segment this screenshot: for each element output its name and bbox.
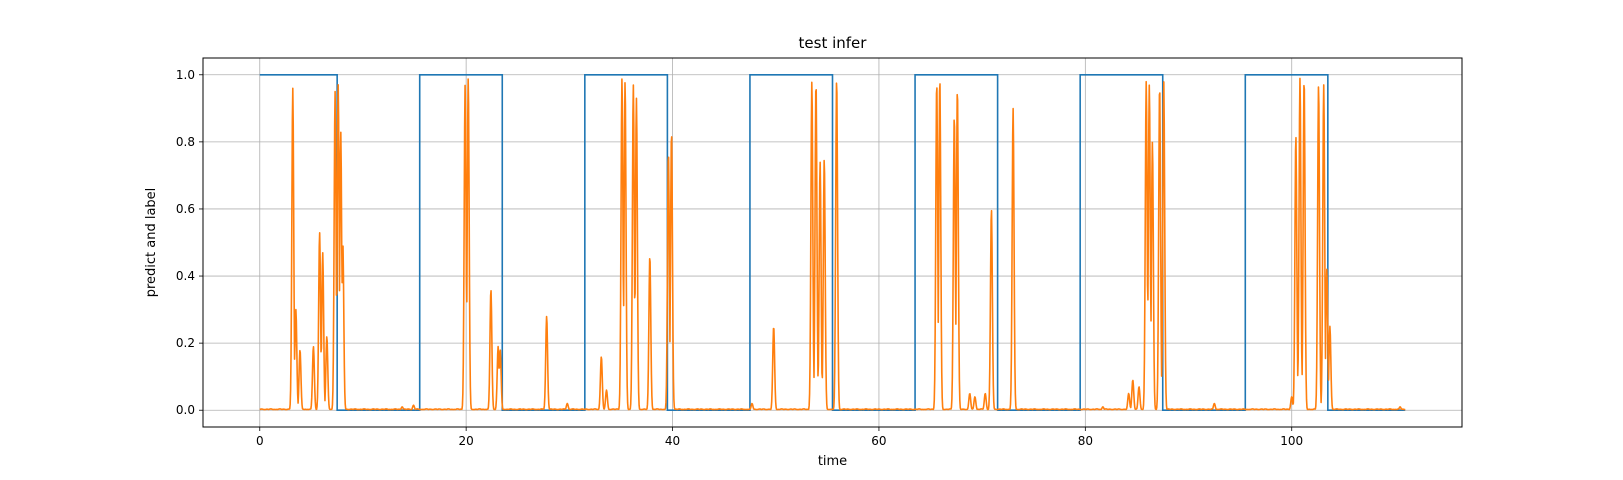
x-axis-title: time [818, 454, 847, 469]
plot-frame [202, 57, 1463, 428]
series-layer [259, 73, 1406, 412]
x-tick-label: 80 [1078, 434, 1093, 448]
label-series-line [259, 73, 1406, 412]
y-tick-label: 0.2 [176, 336, 195, 350]
chart-title: test infer [799, 34, 868, 52]
y-tick-label: 0.0 [176, 403, 195, 417]
x-tick-label: 0 [256, 434, 264, 448]
x-tick-label: 100 [1280, 434, 1303, 448]
y-tick-label: 1.0 [176, 68, 195, 82]
y-tick-label: 0.6 [176, 202, 195, 216]
tick-layer: 0 20 40 60 80 100 0.0 0.2 0.4 0.6 0.8 1.0 [176, 68, 1303, 448]
x-tick-label: 60 [871, 434, 886, 448]
y-axis-title: predict and label [144, 188, 159, 298]
predict-series-line [259, 77, 1406, 411]
y-tick-label: 0.8 [176, 135, 195, 149]
x-tick-label: 20 [459, 434, 474, 448]
x-tick-label: 40 [665, 434, 680, 448]
y-tick-label: 0.4 [176, 269, 195, 283]
